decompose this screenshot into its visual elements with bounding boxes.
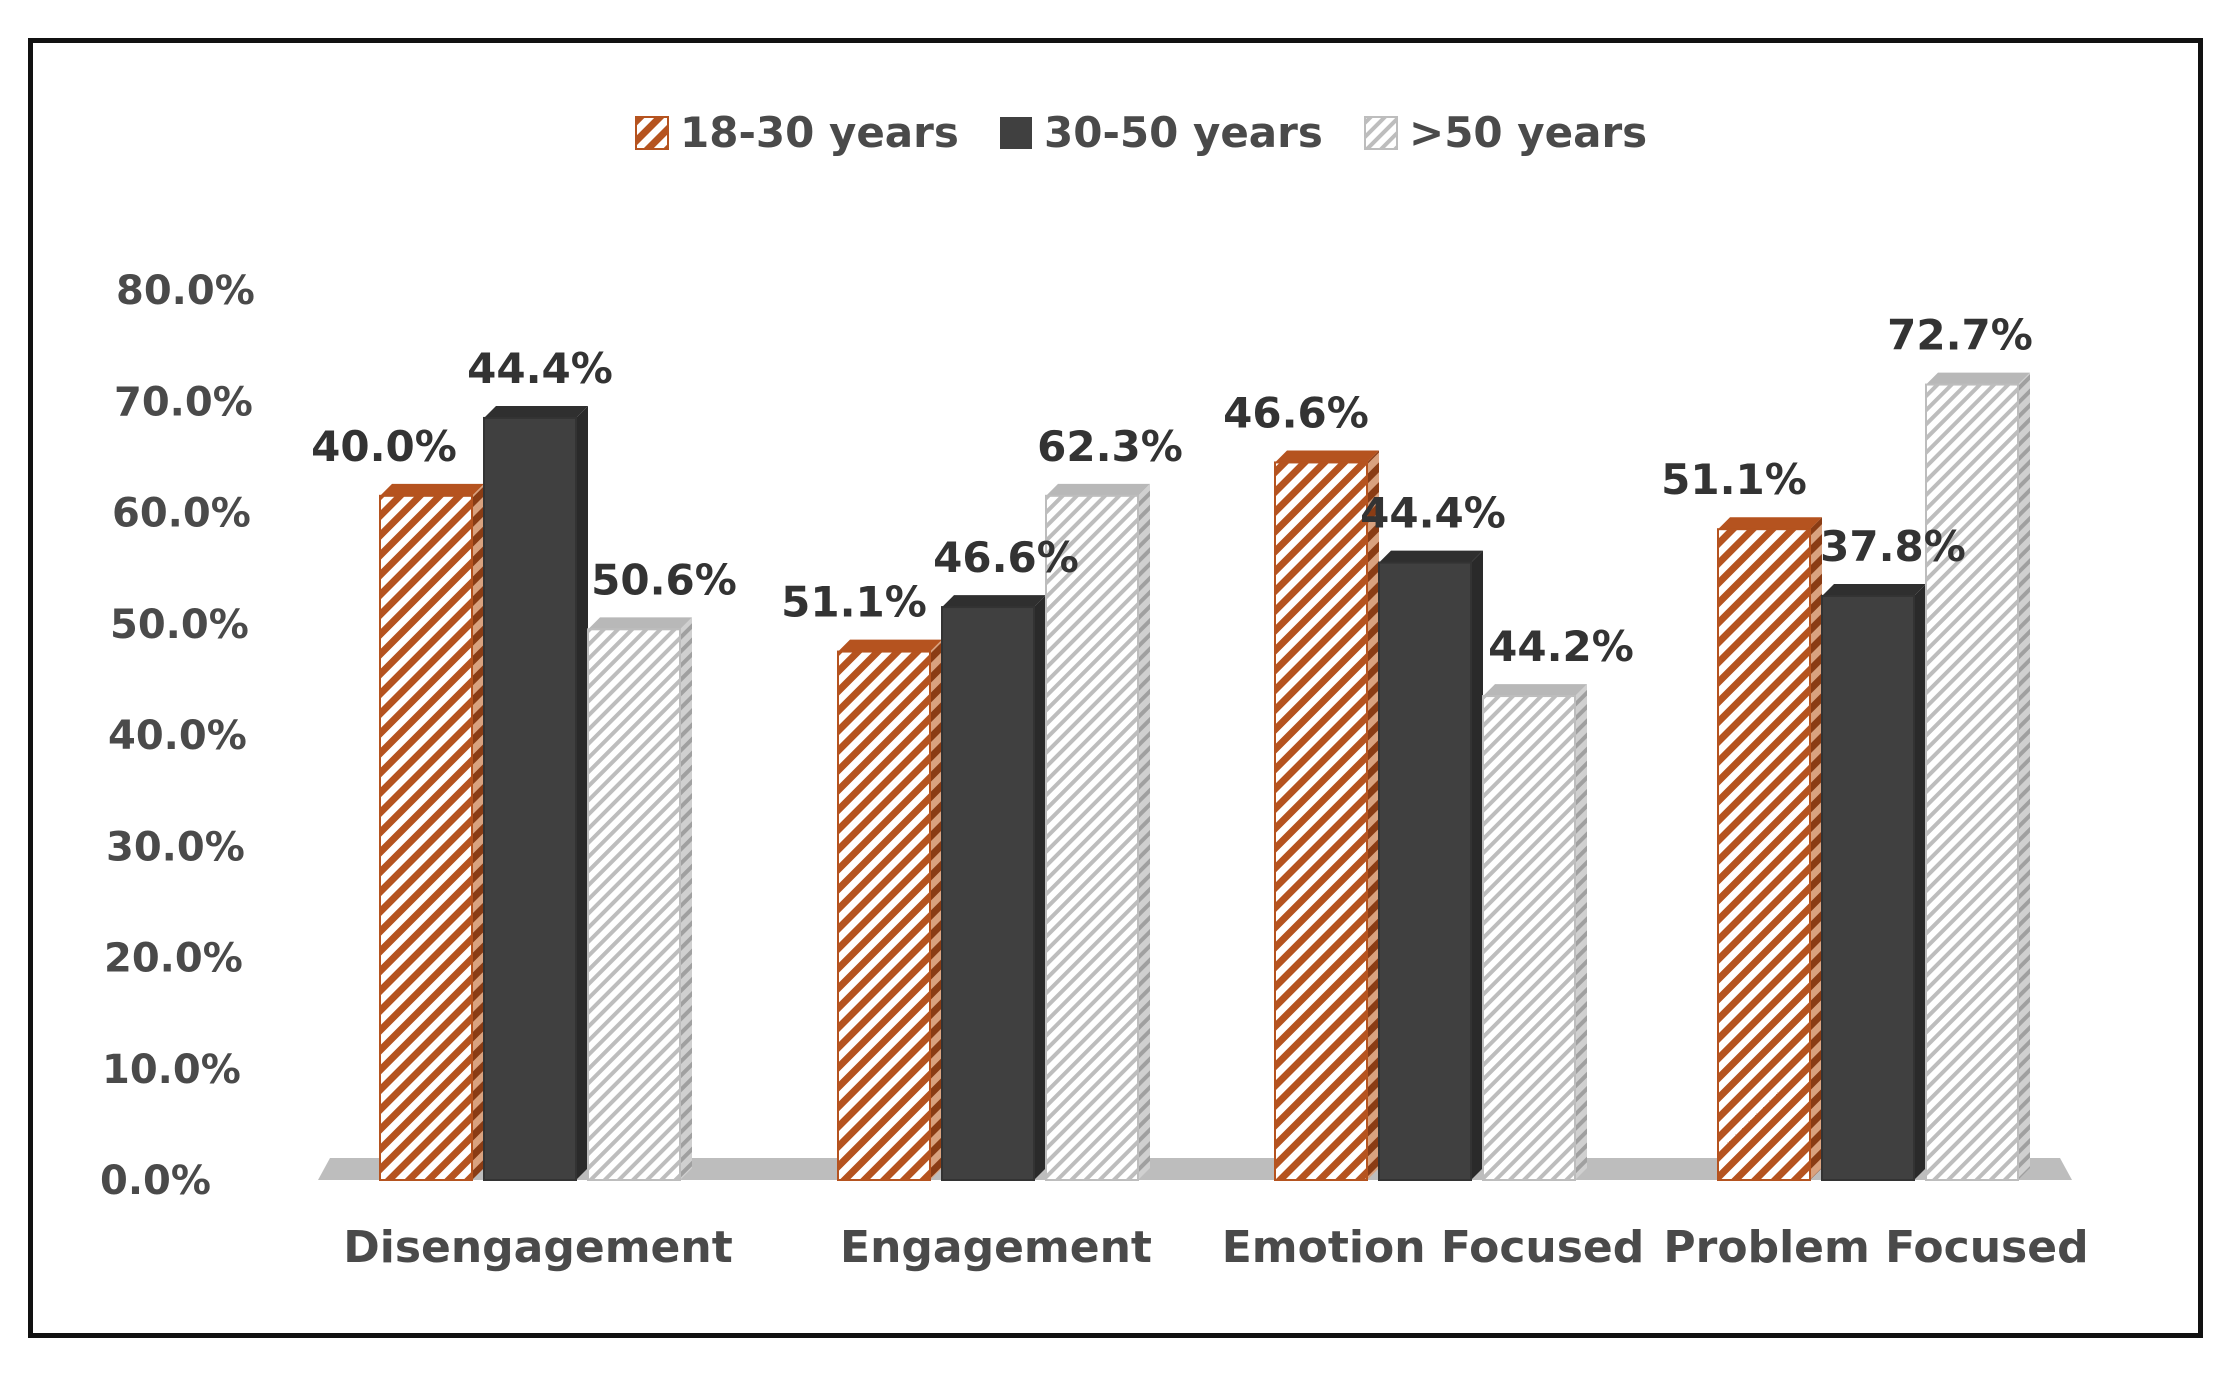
bar-disengagement--50-years: [587, 628, 681, 1181]
y-tick-label: 30.0%: [106, 824, 245, 870]
bar-problem-focused-18-30-years-top: [1718, 517, 1822, 530]
y-tick-label: 80.0%: [116, 268, 255, 314]
y-tick-label: 70.0%: [114, 379, 253, 425]
bar-disengagement-18-30-years-top: [380, 483, 484, 496]
bar-problem-focused-30-50-years: [1821, 594, 1915, 1181]
bar-emotion-focused--50-years-side: [1575, 684, 1587, 1180]
data-label-engagement-18-30-years: 51.1%: [781, 578, 927, 627]
bar-disengagement-30-50-years-top: [484, 405, 588, 418]
data-label-engagement--50-years: 62.3%: [1037, 422, 1183, 471]
data-labels: 40.0%44.4%50.6% 51.1%46.6%62.3%46.6%44.4%…: [311, 311, 2033, 672]
bar-engagement-30-50-years: [941, 606, 1035, 1181]
bar-emotion-focused-18-30-years-top: [1275, 450, 1379, 463]
bar-engagement-30-50-years-side: [1034, 595, 1046, 1180]
legend-label-18-30: 18-30 years: [680, 108, 959, 157]
bar-disengagement--50-years-side: [680, 617, 692, 1180]
data-label-problem-focused-18-30-years: 51.1%: [1661, 455, 1807, 504]
y-tick-label: 60.0%: [112, 491, 251, 537]
legend-label-30-50: 30-50 years: [1044, 108, 1323, 157]
bar-disengagement-18-30-years-side: [472, 483, 484, 1180]
bar-problem-focused-30-50-years-side: [1914, 583, 1926, 1180]
bar-emotion-focused-30-50-years-top: [1379, 550, 1483, 563]
floor-plate: [318, 1158, 2072, 1180]
bar-engagement-18-30-years-side: [930, 639, 942, 1180]
bar-disengagement--50-years-top: [588, 617, 692, 630]
x-category-label-emotion-focused: Emotion Focused: [1222, 1222, 1645, 1273]
x-category-label-problem-focused: Problem Focused: [1663, 1222, 2088, 1273]
bar-problem-focused--50-years-side: [2018, 372, 2030, 1180]
bar-emotion-focused-18-30-years-side: [1367, 450, 1379, 1180]
data-label-emotion-focused-18-30-years: 46.6%: [1223, 388, 1369, 437]
bar-emotion-focused-18-30-years: [1274, 461, 1368, 1181]
bar-engagement-30-50-years-top: [942, 595, 1046, 608]
y-tick-label: 10.0%: [102, 1047, 241, 1093]
chart-floor: [318, 1158, 2072, 1180]
data-label-problem-focused-30-50-years: 37.8%: [1820, 522, 1966, 571]
legend-swatch-30-50: [1000, 117, 1032, 149]
bar-emotion-focused--50-years: [1482, 695, 1576, 1181]
y-axis: 0.0% 10.0% 20.0% 30.0% 40.0% 50.0% 60.0% 70.0% 8…: [100, 268, 255, 1204]
bar-problem-focused-18-30-years-side: [1810, 517, 1822, 1180]
x-category-label-disengagement: Disengagement: [343, 1222, 733, 1273]
legend-label-50-plus: >50 years: [1409, 108, 1647, 157]
bar-disengagement-30-50-years: [483, 416, 577, 1181]
bar-engagement--50-years: [1045, 494, 1139, 1181]
bar-problem-focused--50-years-top: [1926, 372, 2030, 385]
data-label-disengagement-18-30-years: 40.0%: [311, 422, 457, 471]
bar-problem-focused-18-30-years: [1717, 528, 1811, 1181]
bar-engagement--50-years-top: [1046, 483, 1150, 496]
x-category-label-engagement: Engagement: [840, 1222, 1152, 1273]
y-tick-label: 20.0%: [104, 936, 243, 982]
data-label-emotion-focused-30-50-years: 44.4%: [1360, 489, 1506, 538]
x-axis: Disengagement Engagement Emotion Focused Pr…: [343, 1222, 2088, 1273]
bar-engagement-18-30-years: [837, 650, 931, 1181]
legend: 18-30 years 30-50 years >50 years: [635, 108, 1647, 157]
bar-engagement--50-years-side: [1138, 483, 1150, 1180]
bar-engagement-18-30-years-top: [838, 639, 942, 652]
legend-swatch-50-plus: [1364, 116, 1398, 150]
legend-swatch-18-30: [635, 116, 669, 150]
data-label-emotion-focused--50-years: 44.2%: [1488, 622, 1634, 671]
bar-emotion-focused-30-50-years: [1378, 561, 1472, 1181]
data-label-engagement-30-50-years: 46.6%: [933, 533, 1079, 582]
bar-disengagement-18-30-years: [379, 494, 473, 1181]
data-label-disengagement--50-years: 50.6%: [591, 555, 737, 604]
bar-problem-focused-30-50-years-top: [1822, 583, 1926, 596]
bar-disengagement-30-50-years-side: [576, 405, 588, 1180]
bar-emotion-focused--50-years-top: [1483, 684, 1587, 697]
y-tick-label: 50.0%: [110, 602, 249, 648]
bar-emotion-focused-30-50-years-side: [1471, 550, 1483, 1180]
data-label-problem-focused--50-years: 72.7%: [1887, 311, 2033, 360]
bar-problem-focused--50-years: [1925, 383, 2019, 1181]
y-tick-label: 40.0%: [108, 713, 247, 759]
bars: [379, 372, 2030, 1181]
y-tick-label: 0.0%: [100, 1158, 211, 1204]
data-label-disengagement-30-50-years: 44.4%: [467, 344, 613, 393]
